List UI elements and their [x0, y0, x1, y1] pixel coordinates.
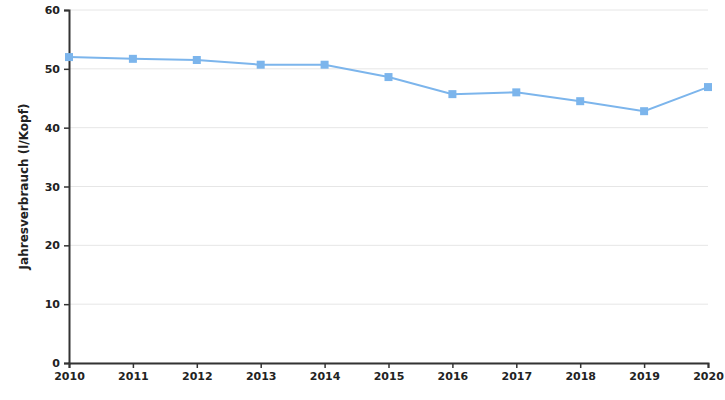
x-tick-mark	[516, 363, 518, 368]
series	[65, 53, 712, 115]
marker	[193, 56, 201, 64]
y-tick-mark	[64, 304, 69, 306]
marker	[385, 73, 393, 81]
grid	[69, 10, 708, 363]
x-tick-label: 2010	[54, 370, 85, 383]
grid-line	[69, 10, 708, 11]
y-tick-label: 50	[45, 63, 61, 76]
grid-line	[69, 304, 708, 305]
x-tick-label: 2017	[501, 370, 532, 383]
x-tick-mark	[133, 363, 135, 368]
x-tick: 2011	[118, 363, 149, 383]
y-tick: 10	[45, 298, 69, 311]
marker	[640, 107, 648, 115]
y-tick-mark	[64, 245, 69, 247]
x-tick-label: 2011	[118, 370, 149, 383]
x-tick-label: 2018	[565, 370, 596, 383]
grid-line	[69, 186, 708, 187]
x-tick-label: 2016	[438, 370, 469, 383]
x-tick: 2014	[310, 363, 341, 383]
grid-line	[69, 245, 708, 246]
x-tick-label: 2013	[246, 370, 277, 383]
x-tick-mark	[580, 363, 582, 368]
x-tick: 2016	[438, 363, 469, 383]
y-tick-label: 20	[45, 239, 61, 252]
x-tick: 2018	[565, 363, 596, 383]
x-axis-line	[70, 364, 709, 369]
y-tick-label: 40	[45, 122, 61, 135]
marker	[448, 90, 456, 98]
y-tick: 60	[45, 4, 69, 17]
marker	[321, 61, 329, 69]
x-tick-mark	[324, 363, 326, 368]
x-tick: 2017	[501, 363, 532, 383]
y-tick-label: 10	[45, 298, 61, 311]
y-tick: 20	[45, 239, 69, 252]
y-tick-mark	[64, 127, 69, 129]
x-tick: 2015	[374, 363, 405, 383]
y-tick-label: 60	[45, 4, 61, 17]
grid-line	[69, 68, 708, 69]
y-tick: 0	[52, 357, 69, 370]
marker	[512, 88, 520, 96]
y-tick-label: 0	[52, 357, 60, 370]
y-tick-mark	[64, 10, 69, 12]
y-tick: 40	[45, 122, 69, 135]
x-tick: 2013	[246, 363, 277, 383]
x-tick: 2019	[629, 363, 660, 383]
y-axis-line	[64, 11, 70, 364]
y-tick-label: 30	[45, 181, 61, 194]
marker	[65, 53, 73, 61]
x-tick-mark	[644, 363, 646, 368]
x-tick-mark	[69, 363, 71, 368]
marker	[704, 83, 712, 91]
x-tick-label: 2019	[629, 370, 660, 383]
marker	[129, 55, 137, 63]
x-tick-mark	[708, 363, 710, 368]
x-tick-label: 2014	[310, 370, 341, 383]
y-tick-mark	[64, 69, 69, 71]
y-tick-mark	[64, 186, 69, 188]
y-tick: 50	[45, 63, 69, 76]
x-tick-mark	[197, 363, 199, 368]
x-tick-mark	[388, 363, 390, 368]
grid-line	[69, 127, 708, 128]
y-tick: 30	[45, 181, 69, 194]
x-tick-mark	[452, 363, 454, 368]
chart: 0102030405060201020112012201320142015201…	[0, 0, 725, 400]
x-tick-mark	[260, 363, 262, 368]
x-tick-label: 2012	[182, 370, 213, 383]
x-tick: 2020	[693, 363, 724, 383]
x-tick-label: 2020	[693, 370, 724, 383]
y-tick-mark	[64, 363, 69, 365]
plot: 0102030405060201020112012201320142015201…	[45, 4, 724, 383]
line	[69, 57, 708, 111]
x-tick-label: 2015	[374, 370, 405, 383]
x-tick: 2010	[54, 363, 85, 383]
x-axis: 2010 2011 2012 2013 2014 2015 2016 2017 2018 2019…	[54, 363, 724, 383]
marker	[576, 97, 584, 105]
y-axis-title: Jahresverbrauch (l/Kopf)	[17, 104, 31, 271]
marker	[257, 61, 265, 69]
x-tick: 2012	[182, 363, 213, 383]
